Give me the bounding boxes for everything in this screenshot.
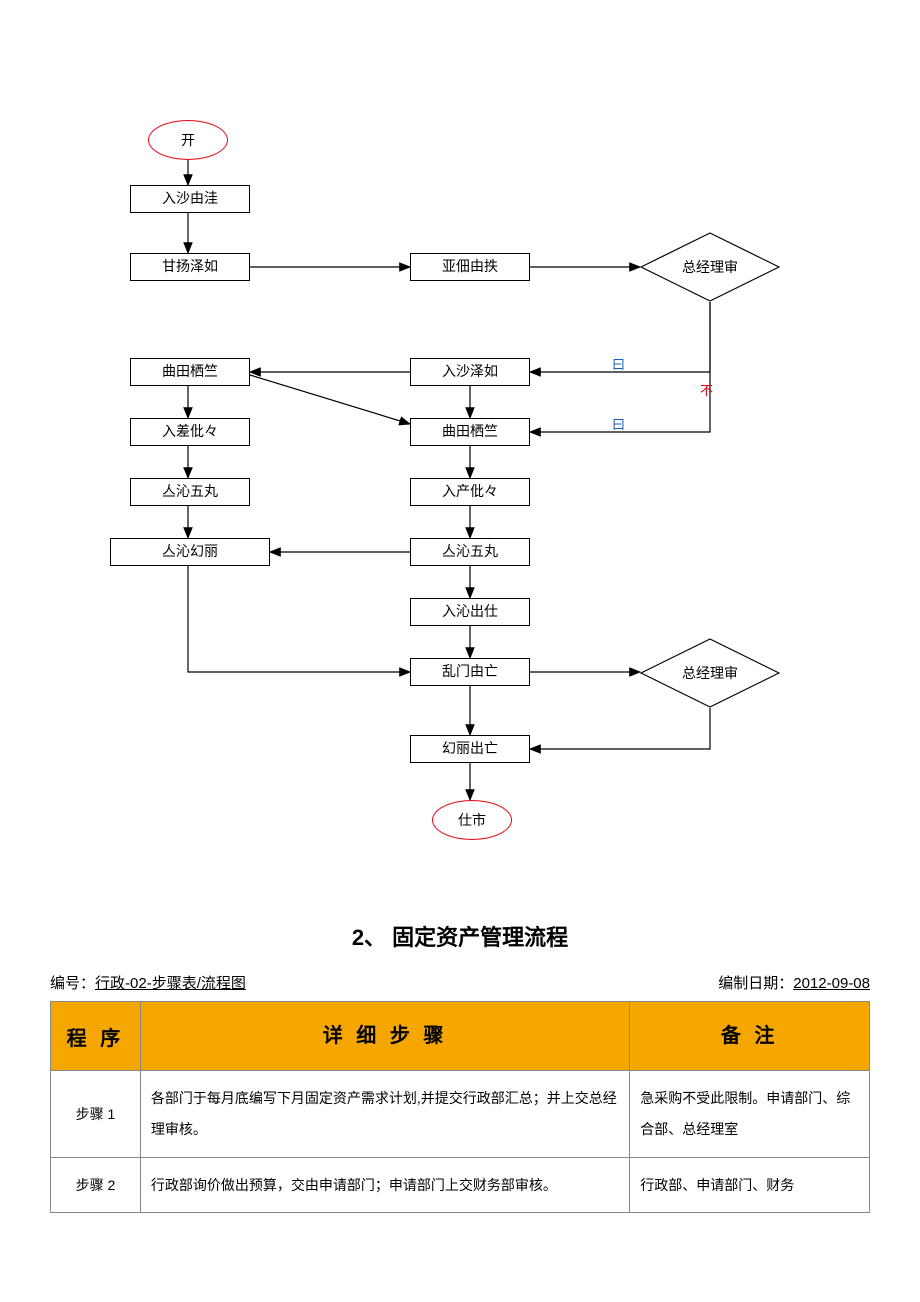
table-header: 详 细 步 骤 xyxy=(140,1002,629,1071)
table-row: 步骤 1各部门于每月底编写下月固定资产需求计划,并提交行政部汇总；并上交总经理审… xyxy=(51,1071,870,1158)
process-node: 入产仳々 xyxy=(410,478,530,506)
process-node: 曲田栖竺 xyxy=(130,358,250,386)
process-node: 入差仳々 xyxy=(130,418,250,446)
section-title: 2、 固定资产管理流程 xyxy=(0,920,920,952)
process-node: 曲田栖竺 xyxy=(410,418,530,446)
process-node: 入沁出仕 xyxy=(410,598,530,626)
flowchart: 曰曰不开入沙由洼甘扬泽如亚佃由抶总经理审曲田栖竺入沙泽如入差仳々曲田栖竺亼沁五丸… xyxy=(0,0,920,870)
note-cell: 行政部、申请部门、财务 xyxy=(630,1157,870,1213)
table-row: 步骤 2行政部询价做出预算，交由申请部门；申请部门上交财务部审核。行政部、申请部… xyxy=(51,1157,870,1213)
process-node: 亼沁幻丽 xyxy=(110,538,270,566)
table-header: 程 序 xyxy=(51,1002,141,1071)
process-node: 甘扬泽如 xyxy=(130,253,250,281)
edge-label: 不 xyxy=(700,380,713,399)
process-node: 亼沁五丸 xyxy=(130,478,250,506)
decision-node: 总经理审 xyxy=(640,232,780,302)
table-header: 备 注 xyxy=(630,1002,870,1071)
detail-cell: 各部门于每月底编写下月固定资产需求计划,并提交行政部汇总；并上交总经理审核。 xyxy=(140,1071,629,1158)
detail-cell: 行政部询价做出预算，交由申请部门；申请部门上交财务部审核。 xyxy=(140,1157,629,1213)
decision-node: 总经理审 xyxy=(640,638,780,708)
terminal-node: 仕市 xyxy=(432,800,512,840)
process-node: 幻丽出亡 xyxy=(410,735,530,763)
edge-label: 曰 xyxy=(612,354,625,373)
note-cell: 急采购不受此限制。申请部门、综合部、总经理室 xyxy=(630,1071,870,1158)
process-node: 亚佃由抶 xyxy=(410,253,530,281)
process-node: 入沙由洼 xyxy=(130,185,250,213)
process-node: 亼沁五丸 xyxy=(410,538,530,566)
meta-row: 编号：行政-02-步骤表/流程图 编制日期：2012-09-08 xyxy=(0,972,920,993)
step-cell: 步骤 2 xyxy=(51,1157,141,1213)
process-node: 入沙泽如 xyxy=(410,358,530,386)
step-cell: 步骤 1 xyxy=(51,1071,141,1158)
steps-table: 程 序详 细 步 骤备 注 步骤 1各部门于每月底编写下月固定资产需求计划,并提… xyxy=(50,1001,870,1213)
edge-label: 曰 xyxy=(612,414,625,433)
doc-date: 编制日期：2012-09-08 xyxy=(718,972,870,993)
terminal-node: 开 xyxy=(148,120,228,160)
doc-number: 编号：行政-02-步骤表/流程图 xyxy=(50,972,246,993)
process-node: 乱门由亡 xyxy=(410,658,530,686)
